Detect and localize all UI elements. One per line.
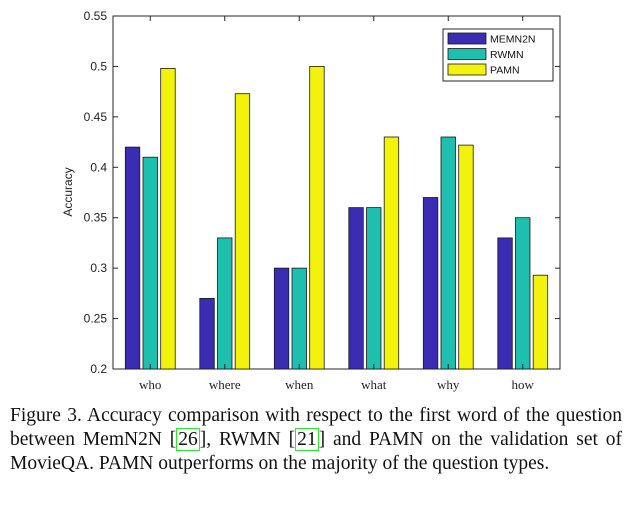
legend: MEMN2N RWMN PAMN <box>442 28 554 82</box>
x-tick-label-what: what <box>361 377 387 392</box>
caption-text-2: ], RWMN [ <box>199 429 296 450</box>
bar-memn2n-why <box>422 197 439 370</box>
bar-pamn-what <box>383 136 400 370</box>
bar-rwmn-why <box>440 136 456 370</box>
bar-memn2n-what <box>348 207 364 370</box>
citation-link-21[interactable]: 21 <box>295 428 319 451</box>
bar-memn2n-when <box>273 267 290 370</box>
x-tick-label-who: who <box>139 377 161 392</box>
caption-text-3: ] and PAMN on the validation set of Movi… <box>10 429 622 474</box>
y-tick-label: 0.35 <box>84 211 108 225</box>
y-axis: 0.2 0.25 0.3 0.35 0.4 0.45 0.5 0.55 <box>84 9 560 376</box>
bar-pamn-where <box>234 93 251 370</box>
bar-memn2n-who <box>124 146 141 370</box>
bars-group <box>124 66 549 370</box>
x-axis: who where when what why how <box>139 16 535 392</box>
x-tick-label-when: when <box>285 377 314 392</box>
x-tick-label-why: why <box>437 377 460 392</box>
legend-label-memn2n: MEMN2N <box>490 34 536 46</box>
bar-memn2n-where <box>199 297 215 370</box>
x-tick-label-how: how <box>512 377 535 392</box>
bar-rwmn-where <box>217 237 233 370</box>
bar-pamn-how <box>532 274 549 370</box>
figure-caption: Figure 3. Accuracy comparison with respe… <box>10 404 622 476</box>
bar-pamn-who <box>160 68 176 370</box>
accuracy-bar-chart: 0.2 0.25 0.3 0.35 0.4 0.45 0.5 0.55 who where whe… <box>61 9 561 392</box>
bar-rwmn-what <box>366 207 382 370</box>
y-tick-label: 0.3 <box>90 261 107 275</box>
bar-rwmn-who <box>142 156 158 370</box>
legend-label-rwmn: RWMN <box>490 49 524 61</box>
y-tick-label: 0.5 <box>90 59 107 73</box>
y-tick-label: 0.2 <box>90 362 107 376</box>
bar-memn2n-how <box>497 237 513 370</box>
caption-text-1: Figure 3. Accuracy comparison with respe… <box>10 405 622 450</box>
bar-pamn-when <box>309 66 325 370</box>
x-tick-label-where: where <box>209 377 241 392</box>
y-tick-label: 0.4 <box>90 160 107 174</box>
legend-label-pamn: PAMN <box>490 65 520 77</box>
bar-rwmn-when <box>291 267 307 370</box>
bar-pamn-why <box>458 144 474 370</box>
citation-link-26[interactable]: 26 <box>176 428 200 451</box>
legend-swatch-pamn <box>447 63 487 76</box>
y-tick-label: 0.55 <box>84 9 108 23</box>
legend-swatch-rwmn <box>447 48 487 60</box>
y-axis-label: Accuracy <box>61 167 75 216</box>
legend-swatch-memn2n <box>447 32 487 45</box>
y-tick-label: 0.25 <box>84 312 108 326</box>
bar-rwmn-how <box>515 217 531 370</box>
y-tick-label: 0.45 <box>84 110 108 124</box>
